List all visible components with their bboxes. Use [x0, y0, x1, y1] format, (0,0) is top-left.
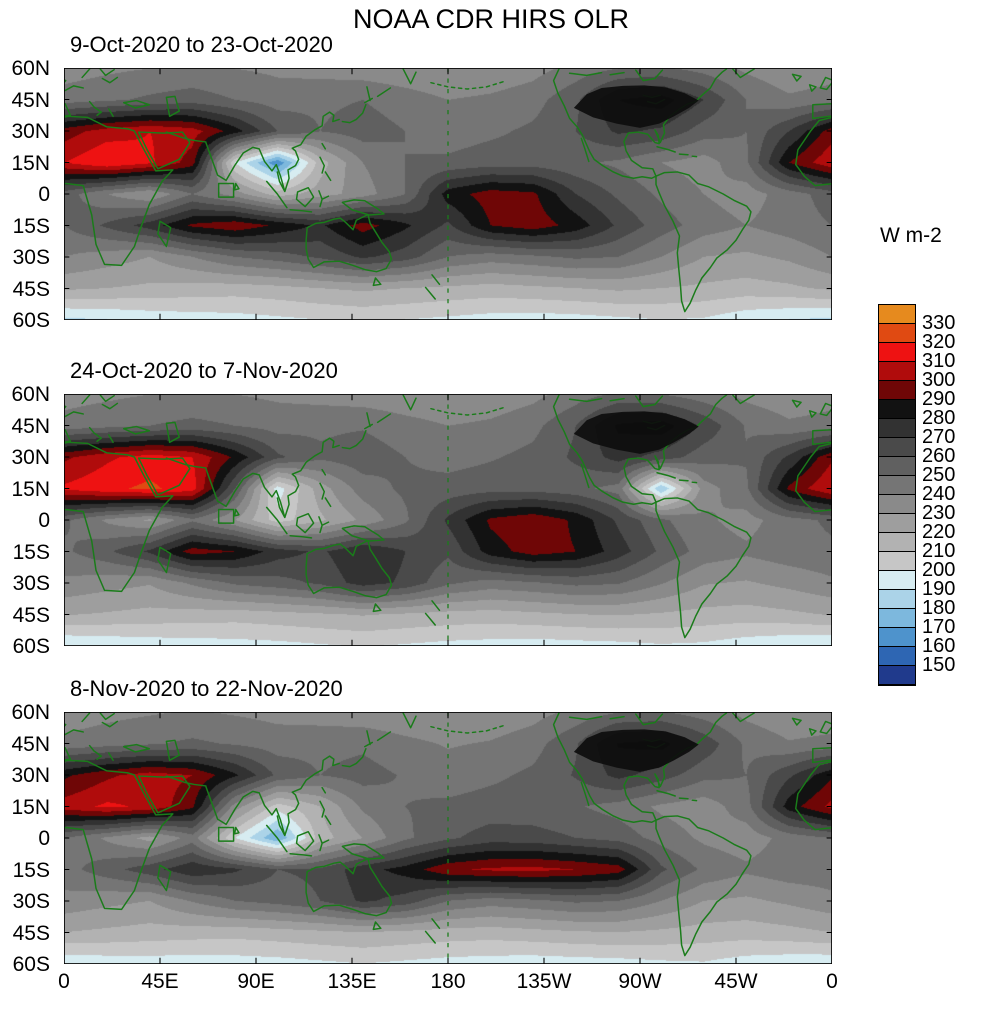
colorbar-tick-label: 290 [922, 388, 956, 410]
map-panel-1 [64, 68, 832, 320]
colorbar-tick-label: 240 [922, 483, 956, 505]
y-tick-label: 45N [11, 732, 50, 756]
x-tick-label: 0 [58, 970, 70, 993]
colorbar-tick-label: 300 [922, 369, 956, 391]
colorbar-box [879, 533, 915, 552]
y-tick-label: 30S [12, 890, 50, 913]
y-tick-label: 15S [12, 858, 50, 882]
colorbar-box [879, 590, 915, 609]
colorbar-tick-label: 230 [922, 502, 956, 524]
y-tick-label: 30N [11, 446, 50, 469]
y-tick-label: 45S [12, 603, 50, 627]
colorbar-tick-label: 310 [922, 350, 956, 372]
colorbar-tick-label: 150 [922, 654, 956, 676]
colorbar-box [879, 476, 915, 495]
colorbar-box [879, 666, 915, 685]
map-panel-3 [64, 712, 832, 964]
x-tick-label: 45W [714, 970, 758, 993]
y-tick-label: 30S [12, 246, 50, 269]
y-tick-label: 45S [12, 277, 50, 301]
x-tick-label: 90E [237, 970, 275, 993]
x-tick-label: 135W [516, 970, 572, 993]
coastline-overlay-1 [64, 68, 832, 320]
map-panel-2 [64, 394, 832, 646]
colorbar-box [879, 647, 915, 666]
colorbar-box [879, 514, 915, 533]
colorbar-tick-label: 190 [922, 578, 956, 600]
panel-1-title: 9-Oct-2020 to 23-Oct-2020 [70, 32, 333, 57]
colorbar-unit-label: W m-2 [880, 224, 942, 247]
x-tick-label: 90W [618, 970, 662, 993]
coastline-overlay-3 [64, 712, 832, 964]
y-tick-label: 30N [11, 120, 50, 143]
y-tick-label: 15S [12, 214, 50, 238]
colorbar-box [879, 438, 915, 457]
panel-3-title: 8-Nov-2020 to 22-Nov-2020 [70, 676, 343, 701]
x-tick-label: 45E [141, 970, 179, 993]
coastline-overlay-2 [64, 394, 832, 646]
y-tick-label: 15N [11, 151, 50, 175]
y-tick-label: 15S [12, 540, 50, 564]
y-axis-labels-panel-3: 60N 45N 30N 15N 0 15S 30S 45S 60S [0, 701, 58, 976]
colorbar-tick-label: 260 [922, 445, 956, 467]
x-axis-labels: 0 45E 90E 135E 180 135W 90W 45W 0 [58, 970, 838, 1000]
y-tick-label: 60S [12, 635, 50, 658]
colorbar-tick-labels: 330 320 310 300 290 280 270 260 250 240 230 220 210 2… [922, 304, 982, 684]
y-tick-label: 60S [12, 309, 50, 332]
y-tick-label: 60N [11, 383, 50, 406]
y-tick-label: 60N [11, 701, 50, 724]
colorbar-box [879, 628, 915, 647]
figure-title: NOAA CDR HIRS OLR [352, 4, 630, 34]
colorbar-box [879, 324, 915, 343]
colorbar-box [879, 362, 915, 381]
x-tick-label: 180 [430, 970, 466, 993]
y-tick-label: 0 [38, 509, 50, 532]
y-tick-label: 60S [12, 953, 50, 976]
y-tick-label: 0 [38, 827, 50, 850]
colorbar-tick-label: 330 [922, 312, 956, 334]
colorbar-tick-label: 320 [922, 331, 956, 353]
x-tick-label: 135E [327, 970, 377, 993]
colorbar-box [879, 343, 915, 362]
colorbar-tick-label: 250 [922, 464, 956, 486]
colorbar-box [879, 552, 915, 571]
colorbar-box [879, 305, 915, 324]
colorbar-tick-label: 270 [922, 426, 956, 448]
y-tick-label: 45N [11, 414, 50, 438]
colorbar-box [879, 495, 915, 514]
panel-2-title: 24-Oct-2020 to 7-Nov-2020 [70, 358, 338, 383]
colorbar-box [879, 400, 915, 419]
colorbar-box [879, 571, 915, 590]
colorbar-box [879, 419, 915, 438]
colorbar-box [879, 457, 915, 476]
colorbar-tick-label: 200 [922, 559, 956, 581]
y-axis-labels-panel-1: 60N 45N 30N 15N 0 15S 30S 45S 60S [0, 57, 58, 332]
colorbar-tick-label: 180 [922, 597, 956, 619]
y-tick-label: 60N [11, 57, 50, 80]
y-tick-label: 0 [38, 183, 50, 206]
y-tick-label: 30S [12, 572, 50, 595]
y-tick-label: 15N [11, 477, 50, 501]
y-tick-label: 15N [11, 795, 50, 819]
y-tick-label: 45N [11, 88, 50, 112]
colorbar-tick-label: 220 [922, 521, 956, 543]
colorbar-box [879, 609, 915, 628]
colorbar-box [879, 381, 915, 400]
y-tick-label: 30N [11, 764, 50, 787]
y-tick-label: 45S [12, 921, 50, 945]
x-tick-label: 0 [826, 970, 838, 993]
y-axis-labels-panel-2: 60N 45N 30N 15N 0 15S 30S 45S 60S [0, 383, 58, 658]
colorbar-tick-label: 160 [922, 635, 956, 657]
colorbar-scale [878, 304, 916, 686]
colorbar-tick-label: 280 [922, 407, 956, 429]
colorbar-tick-label: 170 [922, 616, 956, 638]
colorbar-tick-label: 210 [922, 540, 956, 562]
